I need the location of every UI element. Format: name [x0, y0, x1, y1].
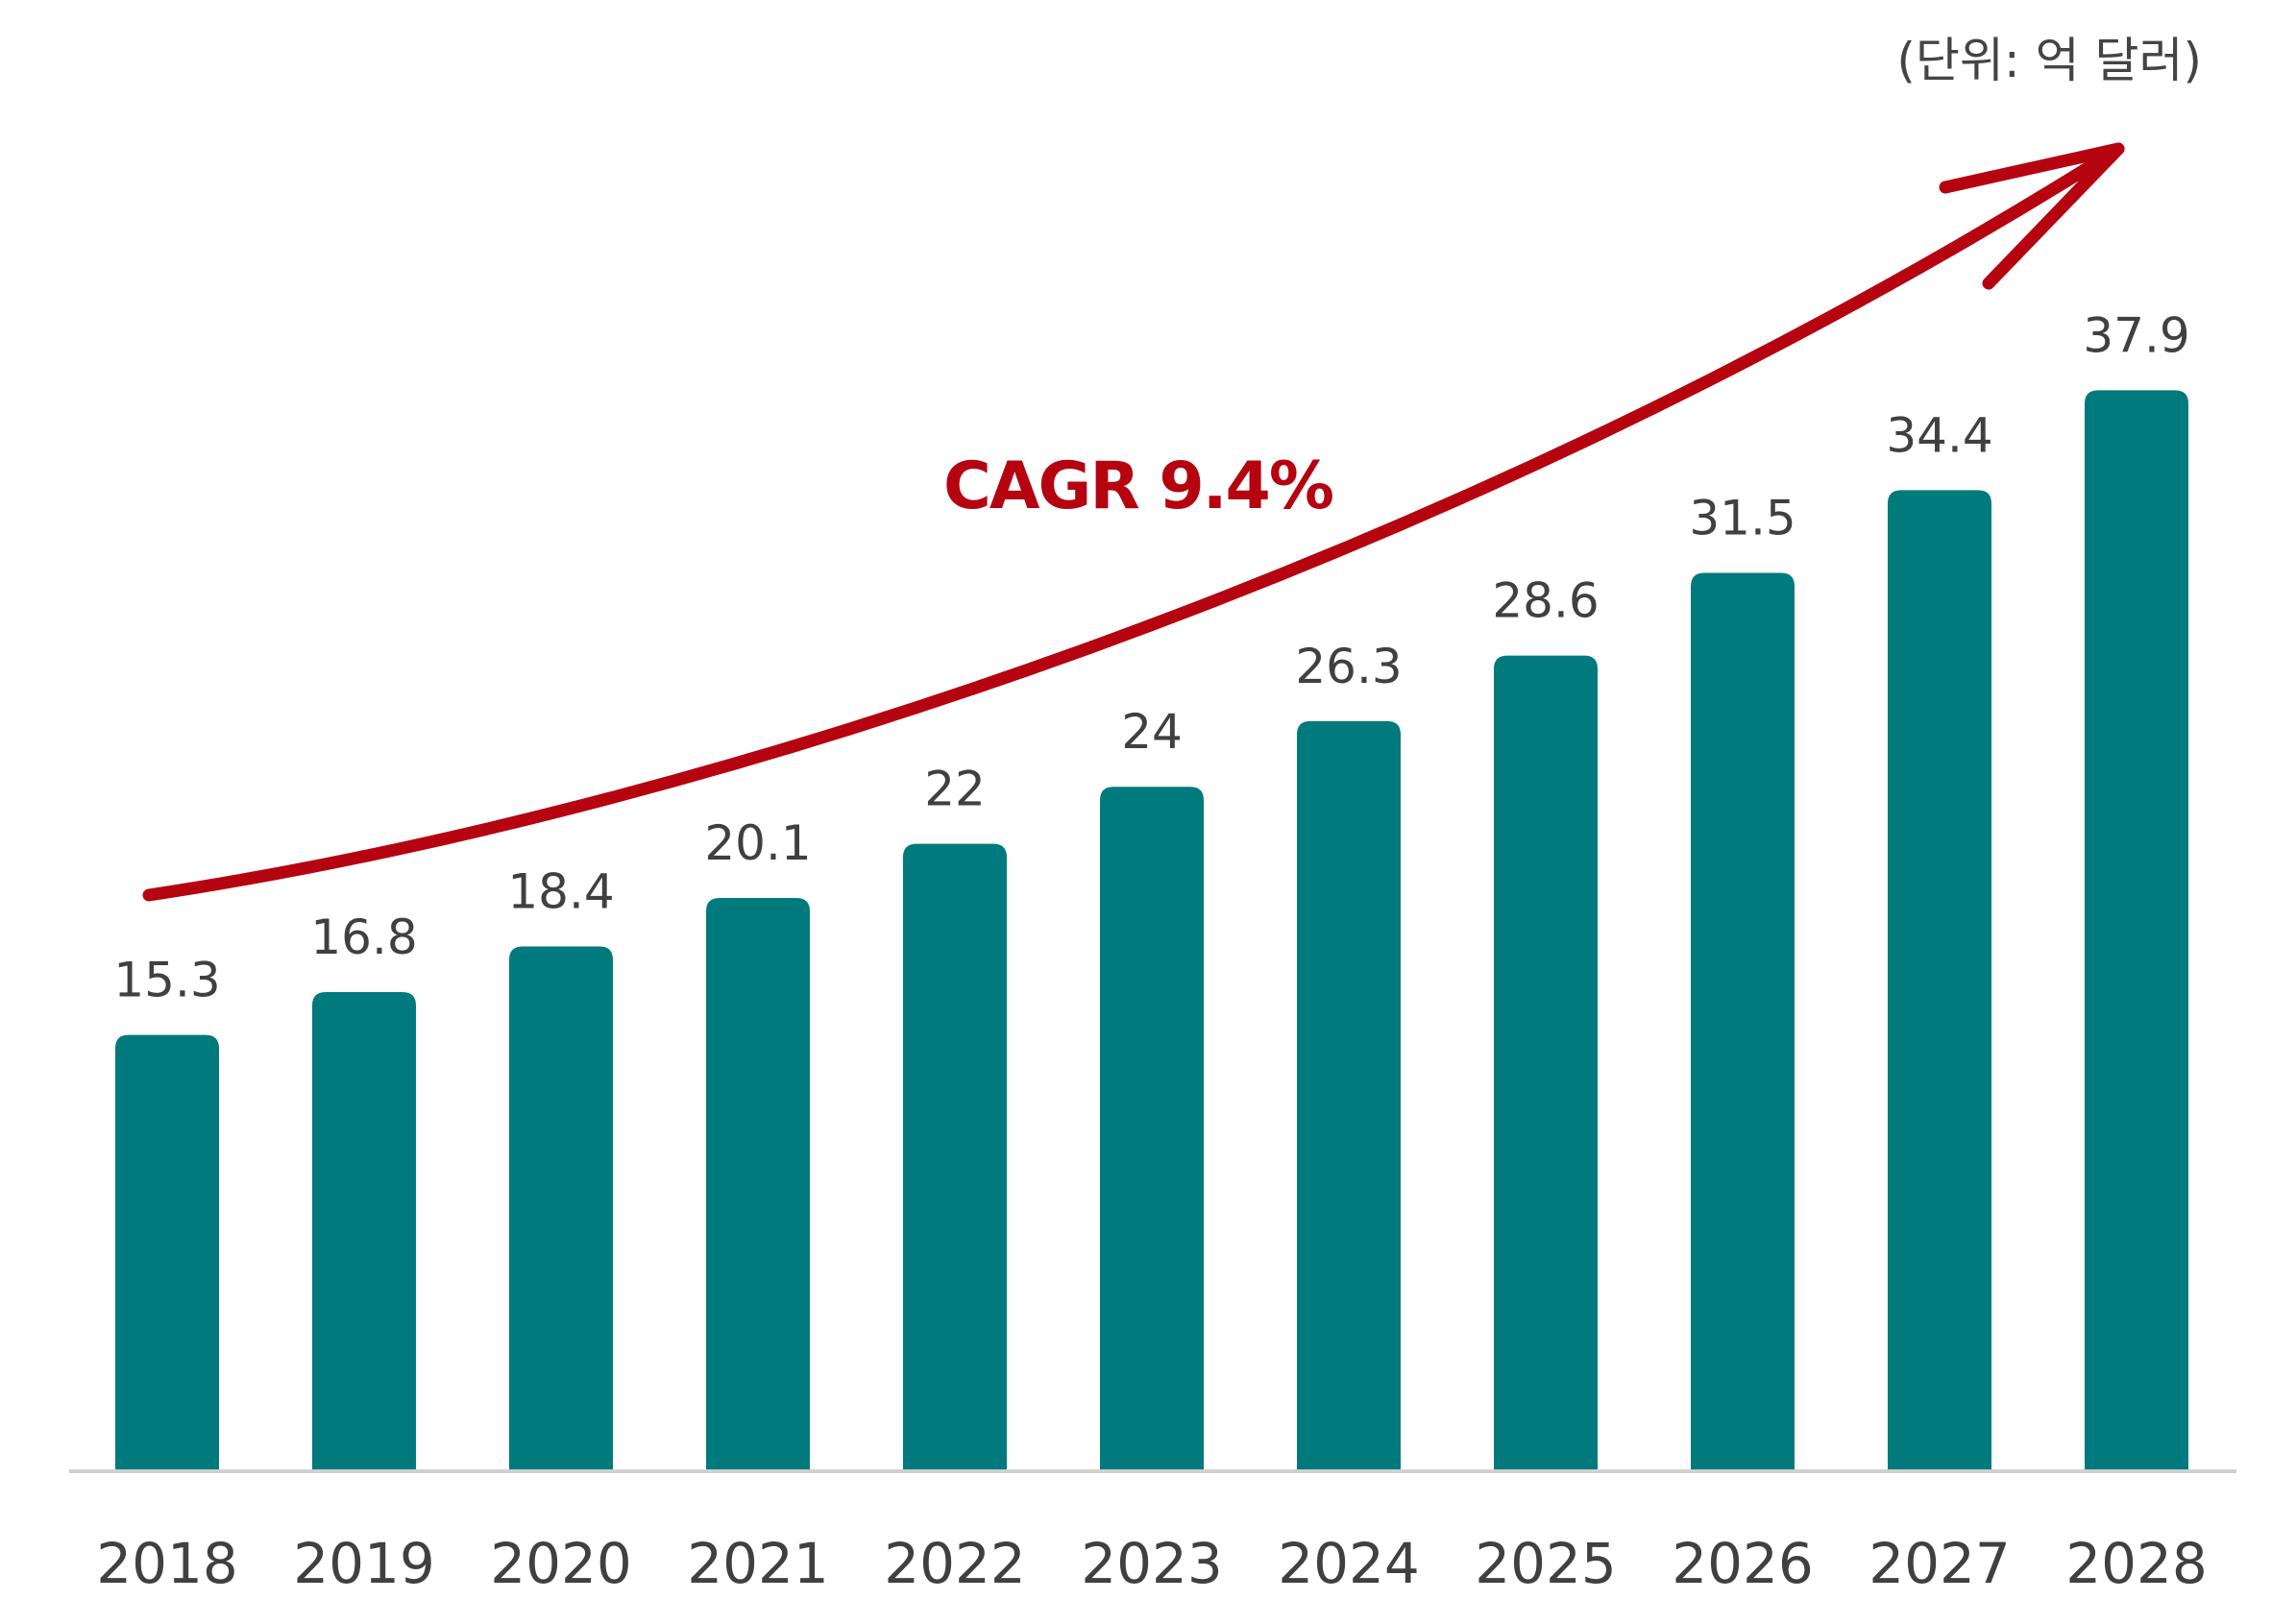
- bar-2021: [706, 898, 810, 1471]
- bar-2024: [1297, 720, 1401, 1471]
- value-label-2021: 20.1: [704, 815, 811, 871]
- bar-2019: [312, 992, 416, 1471]
- trend-arrow: [142, 142, 2125, 902]
- value-label-2022: 22: [924, 762, 986, 817]
- x-tick-label-2024: 2024: [1278, 1531, 1420, 1596]
- cagr-annotation: CAGR 9.4%: [943, 448, 1332, 524]
- unit-label: (단위: 억 달러): [1896, 33, 2202, 88]
- x-tick-label-2028: 2028: [2065, 1531, 2208, 1596]
- bar-2025: [1494, 655, 1598, 1471]
- x-tick-label-2018: 2018: [96, 1531, 238, 1596]
- x-tick-label-2022: 2022: [884, 1531, 1026, 1596]
- bar-2023: [1100, 787, 1204, 1471]
- bar-2020: [509, 946, 613, 1471]
- value-label-2027: 34.4: [1886, 407, 1992, 463]
- value-label-2024: 26.3: [1295, 639, 1402, 694]
- x-tick-label-group: 2018 2019 2020 2021 2022 2023 2024 2025 2026 2027…: [96, 1531, 2208, 1596]
- bar-2027: [1888, 490, 1991, 1471]
- trend-arrow-head: [1939, 142, 2125, 290]
- value-label-2028: 37.9: [2083, 307, 2189, 363]
- bar-2018: [115, 1034, 219, 1471]
- x-tick-label-2019: 2019: [293, 1531, 435, 1596]
- bar-2026: [1691, 572, 1795, 1471]
- x-tick-label-2025: 2025: [1475, 1531, 1617, 1596]
- value-label-2026: 31.5: [1689, 490, 1795, 545]
- x-tick-label-2023: 2023: [1081, 1531, 1223, 1596]
- value-label-2019: 16.8: [310, 909, 417, 965]
- x-tick-label-2020: 2020: [490, 1531, 632, 1596]
- x-tick-label-2021: 2021: [687, 1531, 829, 1596]
- bar-2022: [903, 843, 1007, 1471]
- x-tick-label-2027: 2027: [1869, 1531, 2011, 1596]
- value-label-2023: 24: [1121, 704, 1183, 760]
- value-label-group: 15.3 16.8 18.4 20.1 22 24 26.3 28.6 31.5 34.4 37.9: [113, 307, 2189, 1007]
- value-label-2018: 15.3: [113, 953, 220, 1008]
- bar-group: [115, 390, 2188, 1471]
- value-label-2020: 18.4: [507, 864, 614, 920]
- value-label-2025: 28.6: [1492, 573, 1599, 629]
- x-tick-label-2026: 2026: [1672, 1531, 1814, 1596]
- bar-2028: [2085, 390, 2188, 1471]
